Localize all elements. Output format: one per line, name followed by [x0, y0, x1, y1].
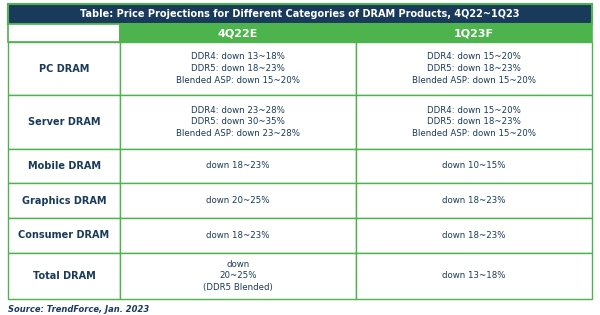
Text: DDR4: down 23~28%
DDR5: down 30~35%
Blended ASP: down 23~28%: DDR4: down 23~28% DDR5: down 30~35% Blen… — [176, 106, 300, 138]
Bar — [8, 42, 120, 95]
Text: DDR4: down 15~20%
DDR5: down 18~23%
Blended ASP: down 15~20%: DDR4: down 15~20% DDR5: down 18~23% Blen… — [412, 52, 536, 85]
Bar — [356, 148, 592, 183]
Text: 1Q23F: 1Q23F — [454, 28, 494, 38]
Bar — [356, 95, 592, 148]
Bar — [8, 4, 592, 24]
Bar — [120, 24, 356, 42]
Bar — [8, 218, 120, 253]
Bar — [120, 148, 356, 183]
Bar — [356, 24, 592, 42]
Bar — [120, 42, 356, 95]
Text: Server DRAM: Server DRAM — [28, 117, 100, 127]
Bar — [120, 218, 356, 253]
Text: down 18~23%: down 18~23% — [206, 231, 270, 240]
Text: 4Q22E: 4Q22E — [218, 28, 258, 38]
Bar — [356, 253, 592, 299]
Text: Graphics DRAM: Graphics DRAM — [22, 196, 106, 206]
Text: down 20~25%: down 20~25% — [206, 196, 270, 205]
Text: TRENDFORCE: TRENDFORCE — [215, 170, 445, 199]
Text: down
20~25%
(DDR5 Blended): down 20~25% (DDR5 Blended) — [203, 260, 273, 292]
Text: Source: TrendForce, Jan. 2023: Source: TrendForce, Jan. 2023 — [8, 305, 149, 314]
Bar — [8, 95, 120, 148]
Bar — [120, 253, 356, 299]
Bar — [356, 183, 592, 218]
Text: down 13~18%: down 13~18% — [442, 271, 506, 280]
Text: Table: Price Projections for Different Categories of DRAM Products, 4Q22~1Q23: Table: Price Projections for Different C… — [80, 9, 520, 19]
Text: down 18~23%: down 18~23% — [442, 196, 506, 205]
Text: 7: 7 — [128, 138, 182, 212]
Text: down 18~23%: down 18~23% — [442, 231, 506, 240]
Text: down 18~23%: down 18~23% — [206, 161, 270, 170]
Text: down 10~15%: down 10~15% — [442, 161, 506, 170]
Text: Consumer DRAM: Consumer DRAM — [19, 230, 110, 240]
Text: Mobile DRAM: Mobile DRAM — [28, 161, 101, 171]
Bar — [8, 183, 120, 218]
Text: Total DRAM: Total DRAM — [32, 271, 95, 281]
Bar — [8, 24, 120, 42]
Text: DDR4: down 13~18%
DDR5: down 18~23%
Blended ASP: down 15~20%: DDR4: down 13~18% DDR5: down 18~23% Blen… — [176, 52, 300, 85]
Text: DDR4: down 15~20%
DDR5: down 18~23%
Blended ASP: down 15~20%: DDR4: down 15~20% DDR5: down 18~23% Blen… — [412, 106, 536, 138]
Bar — [8, 148, 120, 183]
Bar — [8, 253, 120, 299]
Bar — [356, 42, 592, 95]
Bar — [120, 95, 356, 148]
Text: PC DRAM: PC DRAM — [39, 64, 89, 74]
Bar — [120, 183, 356, 218]
Bar — [356, 218, 592, 253]
